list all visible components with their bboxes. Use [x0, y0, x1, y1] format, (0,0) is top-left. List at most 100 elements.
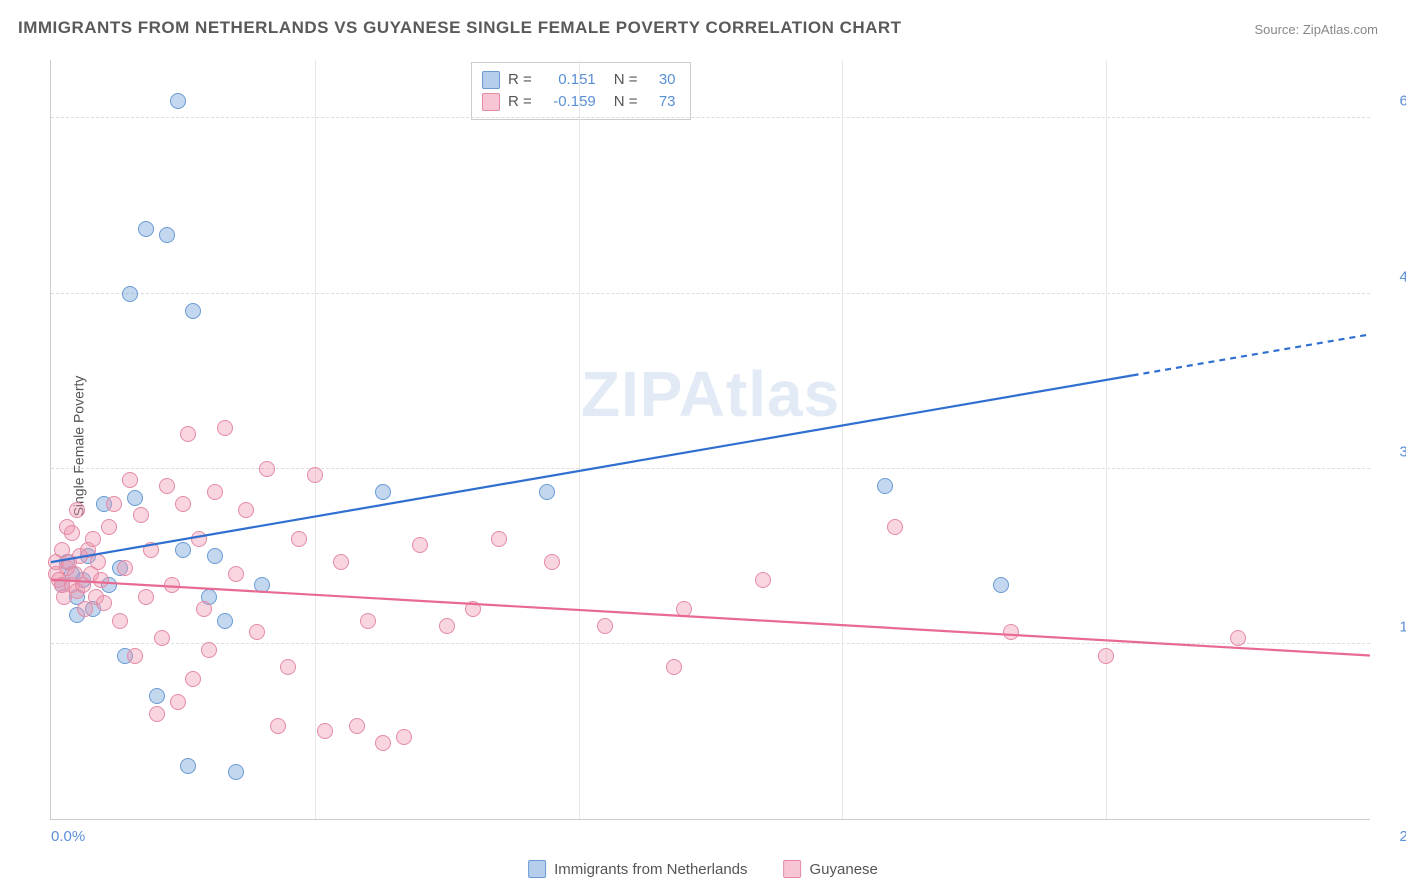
n-label: N = [614, 91, 638, 113]
r-value: 0.151 [540, 69, 596, 91]
data-point [207, 484, 223, 500]
data-point [317, 723, 333, 739]
data-point [170, 694, 186, 710]
data-point [360, 613, 376, 629]
data-point [185, 303, 201, 319]
data-point [217, 613, 233, 629]
swatch-icon [528, 860, 546, 878]
trend-line [51, 375, 1133, 562]
data-point [149, 706, 165, 722]
data-point [307, 467, 323, 483]
data-point [676, 601, 692, 617]
trend-line-dashed [1133, 334, 1370, 375]
data-point [375, 484, 391, 500]
n-value: 73 [646, 91, 676, 113]
correlation-legend: R = 0.151 N = 30 R = -0.159 N = 73 [471, 62, 691, 120]
legend-item-guyanese: Guyanese [784, 860, 878, 878]
source-label: Source: ZipAtlas.com [1254, 22, 1378, 37]
data-point [539, 484, 555, 500]
n-label: N = [614, 69, 638, 91]
data-point [270, 718, 286, 734]
data-point [254, 577, 270, 593]
data-point [180, 426, 196, 442]
data-point [159, 227, 175, 243]
x-tick-label: 0.0% [51, 828, 85, 845]
legend-label: Immigrants from Netherlands [554, 861, 747, 878]
data-point [349, 718, 365, 734]
data-point [127, 490, 143, 506]
data-point [138, 221, 154, 237]
data-point [85, 531, 101, 547]
data-point [666, 659, 682, 675]
gridline [315, 60, 316, 819]
data-point [122, 472, 138, 488]
data-point [412, 537, 428, 553]
y-tick-label: 60.0% [1382, 93, 1406, 110]
data-point [154, 630, 170, 646]
chart-container: IMMIGRANTS FROM NETHERLANDS VS GUYANESE … [0, 0, 1406, 892]
data-point [122, 286, 138, 302]
data-point [143, 542, 159, 558]
data-point [396, 729, 412, 745]
data-point [228, 566, 244, 582]
swatch-icon [482, 71, 500, 89]
gridline [51, 643, 1370, 644]
data-point [93, 572, 109, 588]
y-tick-label: 45.0% [1382, 268, 1406, 285]
data-point [465, 601, 481, 617]
gridline [579, 60, 580, 819]
r-value: -0.159 [540, 91, 596, 113]
trend-lines [51, 60, 1370, 819]
watermark-text: ZIPAtlas [581, 357, 840, 431]
data-point [207, 548, 223, 564]
data-point [159, 478, 175, 494]
bottom-legend: Immigrants from Netherlands Guyanese [528, 860, 878, 878]
data-point [544, 554, 560, 570]
data-point [69, 502, 85, 518]
data-point [375, 735, 391, 751]
data-point [101, 519, 117, 535]
swatch-icon [482, 93, 500, 111]
data-point [439, 618, 455, 634]
data-point [90, 554, 106, 570]
trend-line [51, 580, 1370, 656]
data-point [133, 507, 149, 523]
gridline [51, 117, 1370, 118]
data-point [185, 671, 201, 687]
data-point [280, 659, 296, 675]
data-point [127, 648, 143, 664]
gridline [51, 468, 1370, 469]
swatch-icon [784, 860, 802, 878]
data-point [170, 93, 186, 109]
data-point [164, 577, 180, 593]
y-tick-label: 30.0% [1382, 443, 1406, 460]
data-point [993, 577, 1009, 593]
data-point [138, 589, 154, 605]
x-tick-label: 25.0% [1399, 828, 1406, 845]
data-point [201, 642, 217, 658]
chart-title: IMMIGRANTS FROM NETHERLANDS VS GUYANESE … [18, 18, 902, 38]
legend-label: Guyanese [810, 861, 878, 878]
data-point [491, 531, 507, 547]
data-point [175, 496, 191, 512]
data-point [291, 531, 307, 547]
data-point [112, 613, 128, 629]
data-point [249, 624, 265, 640]
r-label: R = [508, 91, 532, 113]
data-point [217, 420, 233, 436]
data-point [259, 461, 275, 477]
data-point [877, 478, 893, 494]
data-point [238, 502, 254, 518]
data-point [196, 601, 212, 617]
data-point [333, 554, 349, 570]
r-label: R = [508, 69, 532, 91]
y-tick-label: 15.0% [1382, 618, 1406, 635]
data-point [228, 764, 244, 780]
data-point [117, 560, 133, 576]
data-point [96, 595, 112, 611]
data-point [191, 531, 207, 547]
n-value: 30 [646, 69, 676, 91]
data-point [1230, 630, 1246, 646]
gridline [51, 293, 1370, 294]
plot-area: ZIPAtlas R = 0.151 N = 30 R = -0.159 N =… [50, 60, 1370, 820]
